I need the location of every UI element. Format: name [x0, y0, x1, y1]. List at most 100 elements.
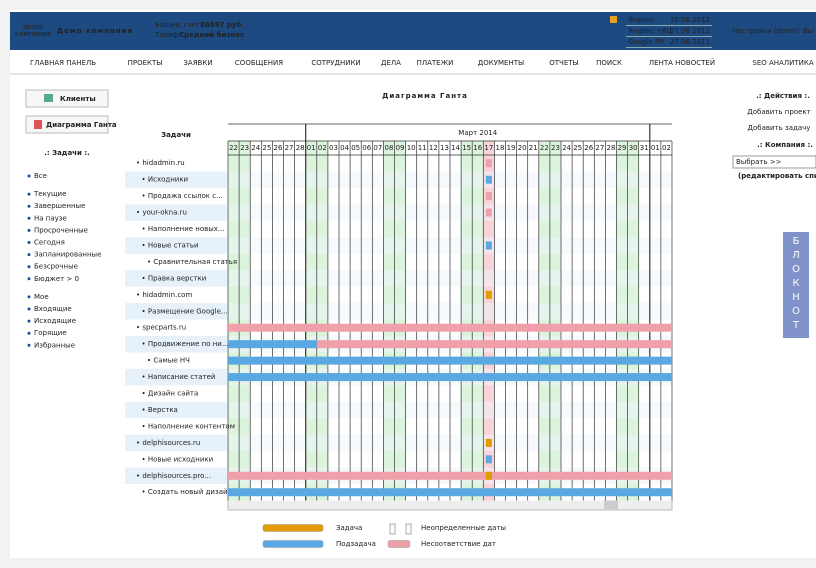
day-label: 31	[640, 144, 649, 152]
filter-link[interactable]: Просроченные	[34, 226, 88, 234]
filter-link[interactable]: Все	[34, 172, 47, 180]
bullet	[27, 265, 31, 269]
legend-swatch	[262, 540, 324, 548]
gantt-bar	[485, 159, 492, 168]
task-label[interactable]: • Исходники	[142, 176, 189, 184]
filter-link[interactable]: Сегодня	[34, 239, 65, 247]
day-column	[405, 141, 417, 501]
task-label[interactable]: • Верстка	[142, 406, 178, 414]
filter-link[interactable]: Входящие	[34, 305, 72, 313]
task-label[interactable]: • Продвижение по ни...	[142, 340, 229, 348]
day-label: 09	[396, 144, 405, 152]
task-label[interactable]: • Наполнение контентом	[142, 422, 235, 430]
gantt-bar	[228, 373, 672, 382]
icon	[44, 94, 53, 102]
row-bg	[125, 335, 227, 353]
day-column	[627, 141, 639, 501]
day-label: 04	[340, 144, 349, 152]
gantt-bar	[228, 340, 317, 349]
task-label[interactable]: • specparts.ru	[136, 324, 186, 332]
day-column	[283, 141, 295, 501]
task-label[interactable]: • Продажа ссылок с...	[142, 192, 223, 200]
scroll-thumb[interactable]	[604, 500, 618, 509]
nav-item[interactable]: ДОКУМЕНТЫ	[478, 59, 524, 67]
header-bar	[10, 12, 816, 50]
filter-link[interactable]: Текущие	[33, 190, 66, 198]
filter-link[interactable]: Бюджет > 0	[34, 275, 79, 283]
filter-link[interactable]: Завершенные	[34, 202, 85, 210]
task-label[interactable]: • delphisources.pro...	[136, 472, 211, 480]
rank-name: Google PR	[628, 38, 664, 46]
nav-item[interactable]: ПРОЕКТЫ	[128, 59, 163, 67]
nav-item[interactable]: ЗАЯВКИ	[183, 59, 212, 67]
task-label[interactable]: • hidadmin.com	[136, 291, 192, 299]
settings-link[interactable]: Настройки (demo)	[732, 27, 799, 35]
filter-link[interactable]: Безсрочные	[34, 263, 78, 271]
select[interactable]	[732, 155, 816, 169]
task-label[interactable]: • Размещение Google...	[142, 307, 228, 315]
filter-link[interactable]: Мое	[34, 293, 49, 301]
nav-item[interactable]: SEO АНАЛИТИКА	[752, 59, 813, 67]
day-label: 21	[529, 144, 538, 152]
select-label[interactable]: Выбрать >>	[736, 158, 782, 166]
action-link[interactable]: Добавить задачу	[748, 124, 811, 132]
gantt-bar	[228, 471, 672, 480]
legend-swatch	[262, 524, 324, 532]
button-label[interactable]: Клиенты	[60, 95, 96, 103]
filter-link[interactable]: Запланированные	[34, 251, 101, 259]
task-label[interactable]: • delphisources.ru	[136, 439, 200, 447]
task-label[interactable]: • your-okna.ru	[136, 209, 187, 217]
row-bg	[125, 368, 227, 386]
notepad-tab[interactable]: БЛОКНОТ	[783, 232, 809, 338]
task-label[interactable]: • Наполнение новых...	[142, 225, 225, 233]
month-label: Март 2014	[458, 129, 497, 137]
nav-item[interactable]: СООБЩЕНИЯ	[235, 59, 283, 67]
task-label[interactable]: • Дизайн сайта	[142, 390, 199, 398]
legend-label: Неопределенные даты	[421, 524, 506, 532]
icon	[610, 16, 617, 23]
day-column	[438, 141, 450, 501]
nav-item[interactable]: ГЛАВНАЯ ПАНЕЛЬ	[30, 59, 96, 67]
nav-item[interactable]: СОТРУДНИКИ	[311, 59, 360, 67]
nav-item[interactable]: ДЕЛА	[381, 59, 401, 67]
day-label: 14	[451, 144, 460, 152]
legend-swatch	[389, 523, 396, 535]
day-column	[350, 141, 362, 501]
filter-link[interactable]: Избранные	[34, 341, 75, 349]
task-label[interactable]: • Создать новый дизайн	[142, 488, 233, 496]
filter-link[interactable]: Исходящие	[34, 317, 76, 325]
nav-item[interactable]: ЛЕНТА НОВОСТЕЙ	[649, 58, 715, 67]
day-column	[616, 141, 628, 501]
nav-item[interactable]: ОТЧЕТЫ	[549, 59, 578, 67]
filter-link[interactable]: Горящие	[34, 329, 67, 337]
bullet	[27, 343, 31, 347]
bullet	[27, 307, 31, 311]
label: Тариф:	[154, 31, 181, 39]
nav-item[interactable]: ПЛАТЕЖИ	[417, 59, 454, 67]
button[interactable]	[25, 115, 109, 134]
day-label: 10	[407, 144, 416, 152]
filter-link[interactable]: На паузе	[34, 214, 67, 222]
nav-item[interactable]: ПОИСК	[596, 59, 622, 67]
task-label[interactable]: • Написание статей	[142, 373, 216, 381]
edit-link[interactable]: (редактировать список)	[738, 172, 816, 180]
action-link[interactable]: Добавить проект	[747, 108, 810, 116]
task-label[interactable]: • Правка верстки	[142, 274, 207, 282]
label: Баланс счета:	[155, 21, 207, 29]
day-label: 22	[540, 144, 549, 152]
day-column	[494, 141, 506, 501]
task-label[interactable]: • Новые исходники	[142, 455, 214, 463]
task-label[interactable]: • Новые статьи	[142, 241, 199, 249]
task-label[interactable]: • hidadmin.ru	[136, 159, 185, 167]
gantt-bar	[485, 192, 492, 201]
task-label[interactable]: • Самые НЧ	[147, 357, 190, 365]
task-label[interactable]: • Сравнительная статья	[147, 258, 237, 266]
day-column	[461, 141, 473, 501]
button-label[interactable]: Диаграмма Ганта	[46, 121, 117, 129]
gantt-bar	[316, 340, 672, 349]
logout-link[interactable]: Вы	[803, 27, 813, 35]
day-column	[483, 141, 495, 501]
gantt-bar	[485, 438, 492, 447]
